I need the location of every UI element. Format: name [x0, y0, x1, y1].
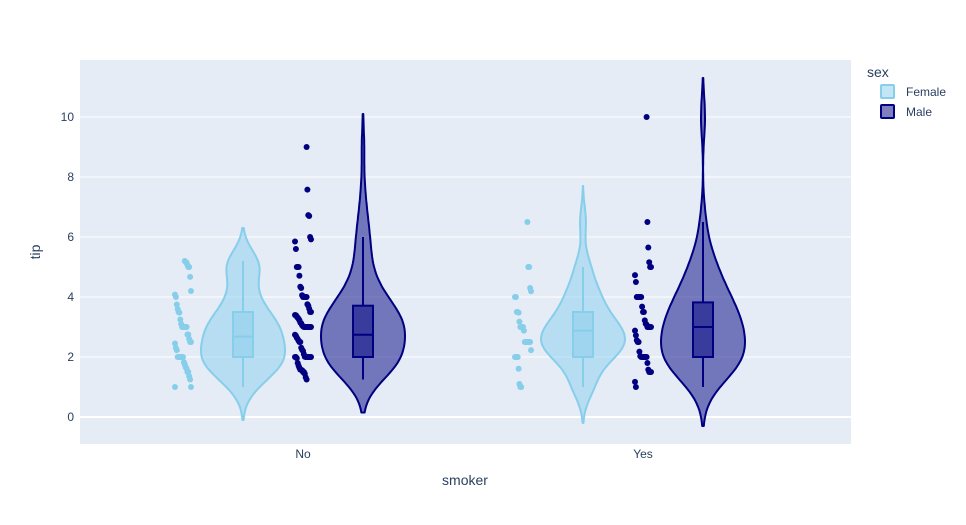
data-point [516, 318, 523, 325]
data-point [647, 264, 654, 270]
data-point [305, 212, 312, 219]
data-point [633, 294, 640, 300]
legend[interactable]: sex Female Male [867, 64, 946, 119]
data-point [512, 354, 518, 360]
box-female-no [232, 311, 254, 358]
data-point [632, 384, 639, 390]
data-point [524, 219, 531, 225]
data-point [303, 144, 310, 150]
data-point [639, 303, 646, 310]
legend-swatch-female [880, 84, 895, 99]
x-tick-label: No [295, 447, 311, 461]
legend-swatch-male [880, 104, 895, 119]
data-point [645, 244, 652, 251]
data-point [517, 324, 524, 330]
data-point [525, 264, 532, 270]
data-point [644, 219, 651, 225]
points-layer [172, 114, 654, 390]
data-point [645, 366, 652, 373]
data-point [513, 309, 520, 315]
data-point [632, 378, 638, 385]
y-axis-ticks: 0 2 4 6 8 10 [61, 110, 75, 424]
y-tick-label: 2 [67, 350, 74, 364]
data-point [521, 339, 528, 345]
y-tick-label: 8 [67, 170, 74, 184]
box-male-yes [692, 301, 714, 358]
data-point [632, 279, 639, 285]
data-point [516, 381, 523, 387]
legend-item-female[interactable]: Female [880, 84, 946, 99]
box-layer [232, 222, 714, 387]
y-tick-label: 6 [67, 230, 74, 244]
data-point [188, 384, 194, 390]
data-point [643, 114, 650, 120]
data-point [180, 359, 187, 366]
y-axis-title: tip [27, 244, 43, 259]
data-point [515, 365, 522, 372]
data-point [641, 317, 648, 324]
data-point [646, 259, 653, 266]
data-point [304, 186, 311, 193]
data-point [636, 348, 643, 355]
x-axis-ticks: No Yes [295, 447, 652, 461]
data-point [632, 327, 638, 334]
legend-item-male[interactable]: Male [880, 104, 932, 119]
data-point [297, 283, 304, 290]
data-point [177, 316, 184, 323]
data-point [644, 360, 651, 366]
data-point [294, 360, 301, 366]
data-point [298, 344, 305, 351]
legend-label-male: Male [906, 105, 932, 119]
data-point [632, 332, 639, 339]
data-point [528, 347, 534, 354]
plot-area [80, 60, 851, 444]
data-point [292, 238, 298, 245]
data-point [307, 234, 314, 240]
data-point [172, 345, 179, 351]
data-point [173, 301, 180, 308]
data-point [512, 294, 518, 300]
data-point [186, 336, 193, 342]
data-point [527, 285, 534, 291]
data-point [292, 354, 298, 360]
box-female-yes [572, 311, 594, 358]
data-point [640, 309, 646, 315]
data-point [187, 273, 194, 280]
box-male-no [352, 304, 374, 359]
y-tick-label: 0 [67, 410, 74, 424]
data-point [633, 337, 640, 344]
x-tick-label: Yes [633, 447, 653, 461]
data-point [178, 321, 185, 327]
data-point [292, 246, 299, 252]
data-point [299, 292, 306, 299]
data-point [292, 312, 298, 318]
data-point [304, 301, 311, 308]
data-point [296, 272, 303, 279]
legend-label-female: Female [906, 85, 946, 99]
data-point [174, 354, 181, 360]
x-axis-title: smoker [442, 472, 488, 488]
data-point [637, 353, 644, 360]
data-point [174, 306, 181, 312]
data-point [293, 264, 300, 270]
data-point [292, 331, 298, 338]
y-tick-label: 4 [67, 290, 74, 304]
data-point [632, 272, 638, 279]
data-point [181, 258, 188, 264]
data-point [172, 291, 178, 298]
legend-title: sex [867, 64, 889, 80]
data-point [172, 340, 178, 347]
data-point [172, 384, 178, 390]
y-tick-label: 10 [61, 110, 75, 124]
data-point [188, 288, 194, 294]
data-point [184, 331, 191, 338]
